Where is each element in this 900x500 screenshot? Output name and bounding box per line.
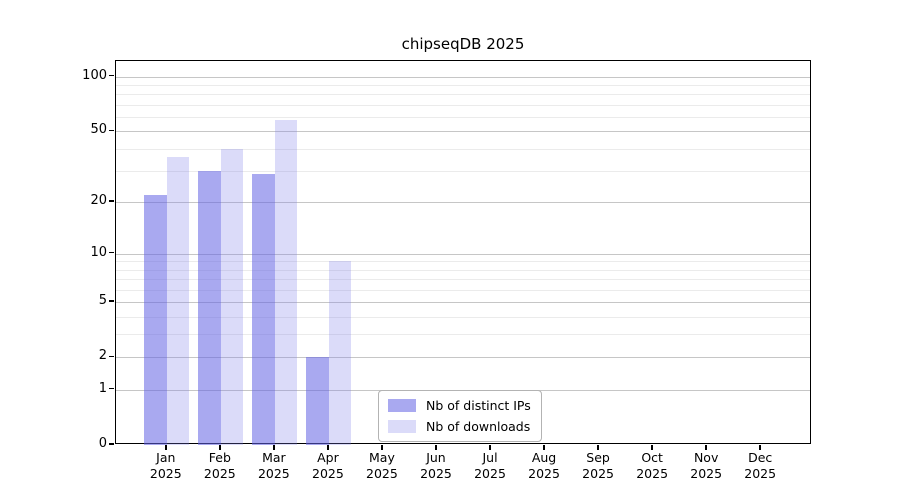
y-tick-mark — [109, 355, 114, 358]
y-tick-label: 100 — [82, 67, 107, 83]
y-gridline-minor — [116, 269, 810, 271]
y-gridline-minor — [116, 170, 810, 172]
x-tick-mark — [273, 445, 275, 450]
y-gridline-minor — [116, 148, 810, 150]
y-tick-label: 50 — [90, 122, 107, 138]
x-tick-label: Oct 2025 — [636, 450, 669, 481]
bar-downloads — [220, 148, 244, 445]
y-tick-label: 20 — [90, 193, 107, 209]
y-tick-label: 5 — [98, 293, 107, 309]
bar-downloads — [328, 261, 352, 445]
x-tick-mark — [489, 445, 491, 450]
x-tick-mark — [327, 445, 329, 450]
y-gridline-major — [116, 302, 810, 304]
y-tick-label: 2 — [98, 348, 107, 364]
legend-label-distinct-ips: Nb of distinct IPs — [426, 398, 531, 413]
x-tick-mark — [651, 445, 653, 450]
x-tick-label: Dec 2025 — [744, 450, 777, 481]
chart-title: chipseqDB 2025 — [401, 35, 525, 53]
x-tick-label: May 2025 — [366, 450, 398, 481]
legend-item-distinct-ips: Nb of distinct IPs — [388, 398, 531, 413]
x-tick-mark — [759, 445, 761, 450]
bar-distinct-ips — [252, 173, 275, 445]
bar-downloads — [274, 119, 298, 445]
y-tick-mark — [109, 443, 114, 445]
y-gridline-minor — [116, 85, 810, 87]
y-gridline-minor — [116, 289, 810, 291]
x-tick-mark — [597, 445, 599, 450]
bar-distinct-ips — [144, 194, 167, 445]
y-gridline-major — [116, 202, 810, 204]
y-tick-mark — [109, 387, 114, 390]
legend: Nb of distinct IPs Nb of downloads — [378, 390, 542, 442]
y-tick-mark — [109, 74, 114, 77]
x-tick-mark — [543, 445, 545, 450]
x-tick-mark — [219, 445, 221, 450]
y-gridline-minor — [116, 334, 810, 336]
x-tick-label: Aug 2025 — [528, 450, 560, 481]
x-tick-mark — [381, 445, 383, 450]
x-tick-label: Apr 2025 — [312, 450, 344, 481]
x-tick-mark — [165, 445, 167, 450]
y-tick-mark — [109, 129, 114, 131]
y-gridline-major — [116, 357, 810, 359]
y-gridline-minor — [116, 261, 810, 263]
plot-area — [115, 60, 811, 445]
y-gridline-major — [116, 76, 810, 78]
y-tick-mark — [109, 251, 114, 254]
y-gridline-minor — [116, 104, 810, 106]
y-tick-label: 0 — [98, 436, 107, 451]
legend-swatch-distinct-ips — [388, 399, 416, 412]
x-tick-mark — [705, 445, 707, 450]
bar-distinct-ips — [306, 357, 329, 445]
y-gridline-minor — [116, 279, 810, 281]
x-tick-mark — [435, 445, 437, 450]
x-tick-label: Nov 2025 — [690, 450, 723, 481]
x-tick-label: Feb 2025 — [203, 450, 236, 481]
y-gridline-major — [116, 253, 810, 255]
legend-swatch-downloads — [388, 420, 416, 433]
x-tick-label: Jan 2025 — [149, 450, 182, 481]
y-tick-mark — [109, 200, 114, 202]
y-tick-label: 1 — [98, 380, 107, 396]
x-tick-label: Sep 2025 — [582, 450, 614, 481]
x-tick-label: Jul 2025 — [474, 450, 506, 481]
y-gridline-minor — [116, 116, 810, 118]
y-gridline-major — [116, 131, 810, 133]
y-tick-label: 10 — [90, 244, 107, 260]
x-tick-label: Mar 2025 — [257, 450, 290, 481]
x-tick-label: Jun 2025 — [420, 450, 452, 481]
y-gridline-minor — [116, 316, 810, 318]
bar-downloads — [166, 156, 190, 445]
y-gridline-minor — [116, 94, 810, 96]
bar-distinct-ips — [198, 170, 221, 445]
legend-item-downloads: Nb of downloads — [388, 419, 531, 434]
legend-label-downloads: Nb of downloads — [426, 419, 531, 434]
y-tick-mark — [109, 300, 114, 302]
